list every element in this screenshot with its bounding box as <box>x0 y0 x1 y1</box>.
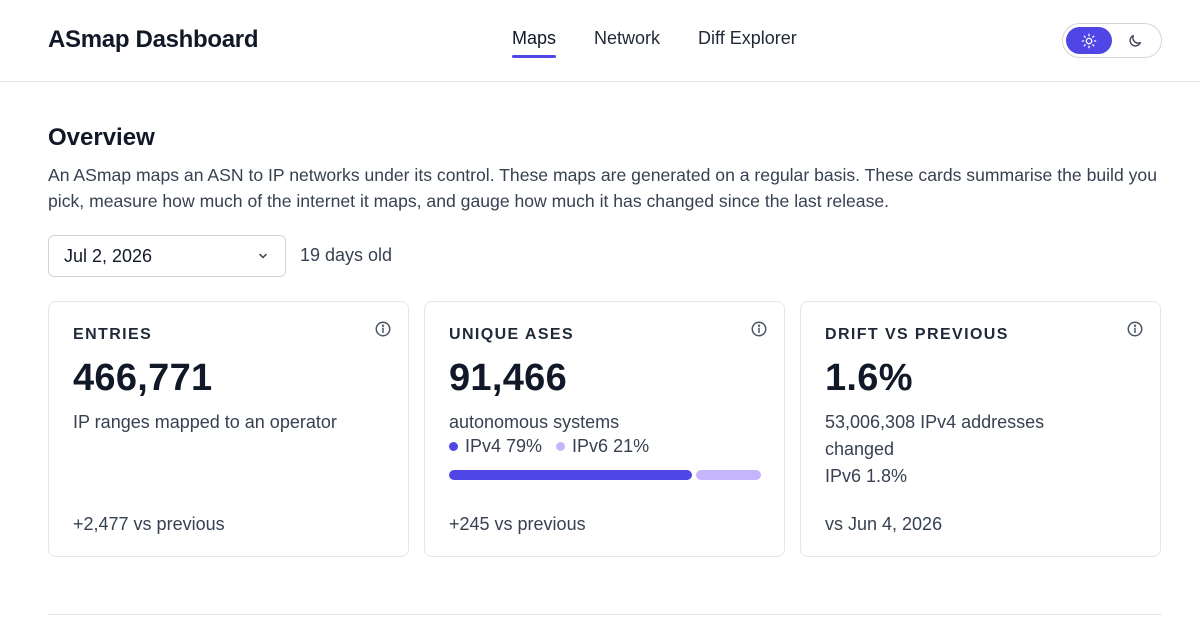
drift-card: DRIFT VS PREVIOUS 1.6% 53,006,308 IPv4 a… <box>800 301 1161 557</box>
build-date-value: Jul 2, 2026 <box>64 245 153 266</box>
drift-ipv4-text: 53,006,308 IPv4 addresses changed <box>825 412 1045 459</box>
card-footer: vs Jun 4, 2026 <box>825 514 943 534</box>
light-mode-button[interactable] <box>1066 27 1112 54</box>
legend-ipv6: IPv6 21% <box>556 436 649 457</box>
card-label: UNIQUE ASES <box>449 326 575 343</box>
ipv4-share-segment <box>449 470 692 480</box>
theme-toggle <box>1062 23 1162 58</box>
info-icon[interactable] <box>1126 320 1144 338</box>
info-icon[interactable] <box>374 320 392 338</box>
tab-network[interactable]: Network <box>594 28 661 48</box>
chevron-down-icon <box>259 253 267 259</box>
top-bar: ASmap Dashboard Maps Network Diff Explor… <box>0 0 1200 82</box>
build-age: 19 days old <box>300 245 393 265</box>
card-subtitle: autonomous systems <box>449 412 620 432</box>
card-subtitle: IP ranges mapped to an operator <box>73 412 337 432</box>
legend-ipv4-label: IPv4 79% <box>465 436 543 456</box>
card-footer: +2,477 vs previous <box>73 514 225 534</box>
card-label: DRIFT VS PREVIOUS <box>825 326 1009 343</box>
entries-card: ENTRIES 466,771 IP ranges mapped to an o… <box>48 301 409 557</box>
main-nav: Maps Network Diff Explorer <box>512 28 797 58</box>
legend-ipv6-label: IPv6 21% <box>572 436 650 456</box>
ip-share-bar <box>449 470 761 480</box>
build-date-select[interactable]: Jul 2, 2026 <box>48 235 286 277</box>
tab-diff-explorer[interactable]: Diff Explorer <box>698 28 797 48</box>
card-value: 466,771 <box>73 357 213 399</box>
info-icon[interactable] <box>750 320 768 338</box>
dark-mode-button[interactable] <box>1112 27 1158 54</box>
drift-ipv6-text: IPv6 1.8% <box>825 466 908 486</box>
ipv6-share-segment <box>696 470 761 480</box>
sun-icon <box>1081 33 1097 48</box>
section-title: Overview <box>48 124 155 151</box>
card-value: 91,466 <box>449 357 568 399</box>
divider <box>48 614 1162 615</box>
tab-maps[interactable]: Maps <box>512 28 557 58</box>
card-value: 1.6% <box>825 357 913 399</box>
ipv6-dot <box>556 442 566 451</box>
card-subtitle: 53,006,308 IPv4 addresses changed IPv6 1… <box>825 409 1095 490</box>
legend-ipv4: IPv4 79% <box>449 436 542 457</box>
section-description: An ASmap maps an ASN to IP networks unde… <box>48 165 1157 211</box>
ipv4-dot <box>449 442 458 451</box>
unique-ases-card: UNIQUE ASES 91,466 autonomous systems IP… <box>424 301 785 557</box>
card-footer: +245 vs previous <box>449 514 586 534</box>
ip-share-legend: IPv4 79% IPv6 21% <box>449 436 649 457</box>
card-label: ENTRIES <box>73 326 153 343</box>
moon-icon <box>1129 34 1141 47</box>
app-title: ASmap Dashboard <box>48 26 259 53</box>
